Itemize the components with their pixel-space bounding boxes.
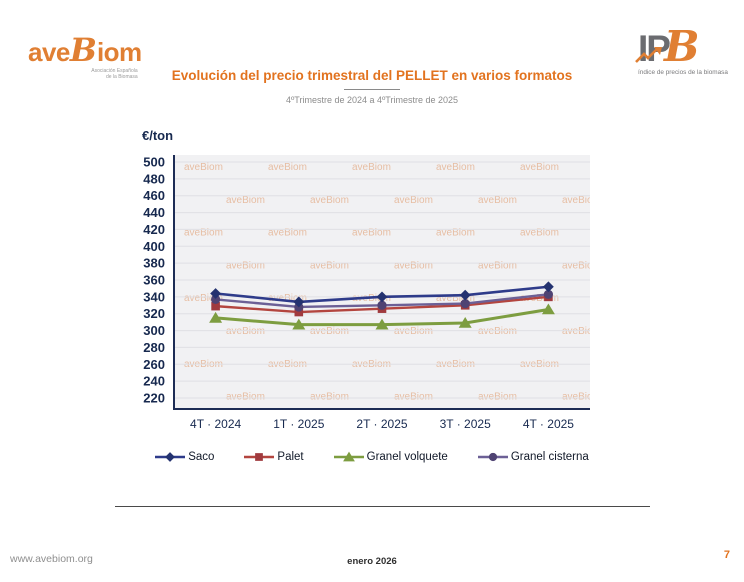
svg-text:aveBiom: aveBiom	[562, 195, 600, 206]
svg-text:aveBiom: aveBiom	[226, 392, 265, 403]
svg-text:aveBiom: aveBiom	[394, 195, 433, 206]
svg-text:300: 300	[143, 323, 165, 338]
svg-text:aveBiom: aveBiom	[352, 162, 391, 173]
footer-divider	[115, 506, 650, 507]
svg-text:aveBiom: aveBiom	[310, 392, 349, 403]
svg-text:240: 240	[143, 374, 165, 389]
legend-label: Palet	[277, 451, 304, 463]
svg-text:aveBiom: aveBiom	[310, 326, 349, 337]
title-block: Evolución del precio trimestral del PELL…	[0, 68, 744, 105]
y-axis-unit-label: €/ton	[142, 128, 174, 143]
svg-text:aveBiom: aveBiom	[562, 392, 600, 403]
svg-text:420: 420	[143, 222, 165, 237]
legend-item-granel-cisterna: Granel cisterna	[477, 450, 589, 464]
pellet-price-chart: aveBiom aveBiom aveBiom aveBiom aveBiom aveBi…	[124, 147, 600, 439]
legend-item-granel-volquete: Granel volquete	[333, 450, 448, 464]
svg-text:480: 480	[143, 171, 165, 186]
svg-text:1T · 2025: 1T · 2025	[273, 417, 324, 431]
svg-text:aveBiom: aveBiom	[562, 326, 600, 337]
footer-date: enero 2026	[347, 556, 397, 567]
svg-text:aveBiom: aveBiom	[436, 293, 475, 304]
svg-text:4T · 2025: 4T · 2025	[523, 417, 574, 431]
svg-text:220: 220	[143, 391, 165, 406]
svg-text:aveBiom: aveBiom	[268, 228, 307, 239]
legend-label: Saco	[188, 451, 215, 463]
svg-text:aveBiom: aveBiom	[226, 326, 265, 337]
ipb-logo-caption: índice de precios de la biomasa	[638, 69, 728, 76]
ipb-logo-ip: IP	[638, 28, 671, 69]
svg-text:aveBiom: aveBiom	[184, 228, 223, 239]
svg-text:440: 440	[143, 205, 165, 220]
ipb-logo-letters: IPB	[635, 26, 738, 69]
svg-text:2T · 2025: 2T · 2025	[356, 417, 407, 431]
svg-text:aveBiom: aveBiom	[562, 260, 600, 271]
svg-text:aveBiom: aveBiom	[268, 293, 307, 304]
svg-text:aveBiom: aveBiom	[394, 326, 433, 337]
svg-text:aveBiom: aveBiom	[478, 326, 517, 337]
svg-text:380: 380	[143, 256, 165, 271]
svg-text:aveBiom: aveBiom	[394, 392, 433, 403]
svg-text:aveBiom: aveBiom	[520, 162, 559, 173]
svg-text:400: 400	[143, 239, 165, 254]
svg-text:460: 460	[143, 188, 165, 203]
avebiom-logo-text: aveBiom	[28, 31, 142, 69]
svg-text:aveBiom: aveBiom	[310, 260, 349, 271]
svg-text:aveBiom: aveBiom	[394, 260, 433, 271]
legend-label: Granel volquete	[366, 451, 448, 463]
palet-line-marker-icon	[244, 450, 275, 464]
svg-text:340: 340	[143, 289, 165, 304]
granel-cisterna-line-marker-icon	[477, 450, 508, 464]
footer-website: www.avebiom.org	[10, 553, 93, 565]
avebiom-logo: aveBiom Asociación Española de la Biomas…	[28, 34, 142, 81]
svg-text:aveBiom: aveBiom	[478, 195, 517, 206]
svg-text:aveBiom: aveBiom	[520, 228, 559, 239]
svg-text:aveBiom: aveBiom	[352, 228, 391, 239]
svg-text:aveBiom: aveBiom	[310, 195, 349, 206]
svg-text:aveBiom: aveBiom	[226, 260, 265, 271]
svg-text:280: 280	[143, 340, 165, 355]
avebiom-logo-caption: Asociación Española de la Biomasa	[91, 68, 138, 81]
saco-line-marker-icon	[155, 450, 186, 464]
page-title: Evolución del precio trimestral del PELL…	[171, 68, 573, 83]
page-number: 7	[723, 549, 730, 561]
legend-label: Granel cisterna	[510, 451, 589, 463]
ipb-arrow-icon	[635, 47, 662, 63]
svg-text:4T · 2024: 4T · 2024	[190, 417, 241, 431]
page-subtitle: 4ºTrimestre de 2024 a 4ºTrimestre de 202…	[286, 95, 458, 105]
granel-volquete-line-marker-icon	[333, 450, 364, 464]
ipb-logo: IPB índice de precios de la biomasa	[635, 26, 738, 76]
svg-text:aveBiom: aveBiom	[184, 162, 223, 173]
ipb-logo-b: B	[663, 22, 700, 71]
svg-text:360: 360	[143, 273, 165, 288]
legend-item-palet: Palet	[244, 450, 304, 464]
svg-text:aveBiom: aveBiom	[478, 260, 517, 271]
svg-text:aveBiom: aveBiom	[478, 392, 517, 403]
title-divider	[344, 89, 400, 90]
chart-legend: Saco Palet Granel volquete Granel cister…	[0, 450, 744, 464]
svg-text:260: 260	[143, 357, 165, 372]
svg-text:3T · 2025: 3T · 2025	[440, 417, 491, 431]
svg-text:aveBiom: aveBiom	[436, 228, 475, 239]
price-line-chart-canvas: aveBiom aveBiom aveBiom aveBiom aveBiom aveBi…	[143, 155, 600, 431]
svg-text:500: 500	[143, 155, 165, 170]
svg-text:aveBiom: aveBiom	[436, 162, 475, 173]
svg-text:aveBiom: aveBiom	[184, 293, 223, 304]
svg-text:aveBiom: aveBiom	[226, 195, 265, 206]
svg-text:320: 320	[143, 306, 165, 321]
legend-item-saco: Saco	[155, 450, 214, 464]
svg-text:aveBiom: aveBiom	[268, 162, 307, 173]
